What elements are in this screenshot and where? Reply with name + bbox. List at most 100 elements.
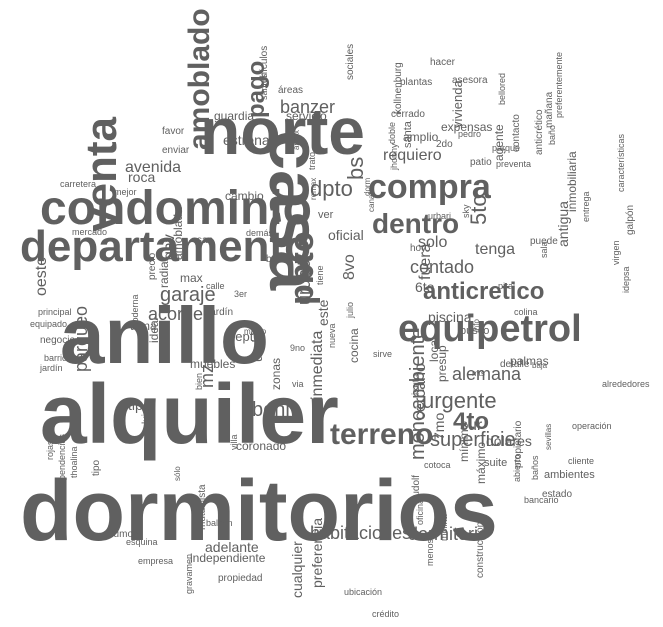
- cloud-word: busco: [460, 325, 490, 337]
- cloud-word: negocio: [40, 335, 76, 346]
- cloud-word: toma: [130, 319, 157, 333]
- cloud-word: sirve: [373, 349, 393, 359]
- cloud-word: hacer: [430, 57, 456, 68]
- cloud-word: norte: [200, 94, 365, 168]
- cloud-word: parque: [492, 143, 521, 153]
- cloud-word: alquiler: [40, 367, 339, 461]
- cloud-word: dependencias: [57, 433, 67, 490]
- cloud-word: menos: [425, 538, 435, 566]
- cloud-word: acorde: [148, 304, 204, 324]
- cloud-word: equipado: [30, 319, 68, 329]
- cloud-word: características: [616, 133, 626, 192]
- cloud-word: tiene: [315, 265, 325, 285]
- cloud-word: inmobiliaria: [565, 151, 579, 212]
- cloud-word: julio: [345, 301, 355, 318]
- cloud-word: virgen: [611, 240, 621, 265]
- cloud-word: rudolf: [411, 474, 422, 500]
- cloud-word: vivienda: [450, 80, 465, 128]
- cloud-word: trato: [307, 151, 317, 170]
- cloud-word: urubo: [294, 258, 314, 305]
- cloud-word: gravamen: [184, 553, 194, 594]
- cloud-word: mts: [472, 369, 485, 378]
- cloud-word: garaje: [160, 284, 216, 306]
- cloud-word: avenida: [125, 159, 182, 176]
- cloud-word: jardín: [40, 363, 63, 373]
- cloud-word: favor: [162, 126, 185, 137]
- cloud-word: kollnenburg: [393, 62, 404, 114]
- cloud-word: tenga: [475, 241, 516, 258]
- cloud-word: ubicación: [344, 587, 383, 597]
- cloud-word: dumont: [108, 529, 142, 540]
- cloud-word: cotoca: [424, 460, 451, 470]
- cloud-word: 9no: [290, 343, 306, 353]
- cloud-word: esquina: [126, 537, 158, 547]
- cloud-word: equipetrol: [398, 308, 582, 350]
- cloud-word: radial: [157, 258, 171, 288]
- cloud-word: bellored: [497, 72, 507, 105]
- cloud-word: urbari: [428, 211, 452, 221]
- cloud-word: cualquier: [289, 541, 305, 598]
- cloud-word: precio: [147, 252, 158, 280]
- cloud-word: tipo: [128, 397, 151, 413]
- cloud-word: urgente: [422, 388, 497, 413]
- cloud-word: 8vo: [341, 254, 358, 280]
- cloud-word: sevillas: [544, 423, 553, 450]
- cloud-word: baja: [532, 361, 548, 370]
- cloud-word: jhonny: [389, 143, 399, 170]
- cloud-word: cocina: [347, 328, 361, 363]
- cloud-word: via: [292, 379, 304, 389]
- cloud-word: preventa: [496, 159, 532, 169]
- cloud-word: bien: [194, 372, 204, 390]
- cloud-word: sociales: [345, 43, 356, 80]
- cloud-word: propiedad: [218, 573, 263, 584]
- cloud-word: banzer: [280, 97, 336, 117]
- cloud-word: servicio: [286, 109, 327, 123]
- cloud-word: san: [197, 235, 214, 246]
- cloud-word: cliente: [568, 456, 595, 466]
- cloud-word: calle: [206, 281, 225, 291]
- cloud-word: terreno: [330, 418, 434, 451]
- cloud-word: info: [472, 319, 481, 332]
- cloud-word: zonas: [269, 357, 283, 390]
- cloud-word: 6to: [415, 279, 435, 295]
- cloud-word: 3er: [234, 289, 248, 299]
- cloud-word: barrio: [44, 353, 68, 363]
- cloud-word: depto: [228, 329, 261, 344]
- cloud-word: muebles: [190, 357, 236, 371]
- cloud-word: compra: [368, 168, 491, 206]
- cloud-word: patio: [470, 157, 492, 168]
- cloud-word: anticretico: [423, 278, 545, 305]
- cloud-word: sky: [461, 204, 471, 219]
- cloud-word: piscina: [428, 309, 472, 325]
- cloud-word: requiero: [383, 147, 442, 164]
- cloud-word: oeste: [33, 256, 50, 296]
- cloud-word: agente: [492, 124, 506, 161]
- cloud-word: guardia: [214, 109, 255, 123]
- cloud-word: alemana: [452, 364, 522, 384]
- cloud-word: detalle: [500, 359, 530, 370]
- cloud-word: alrededores: [602, 379, 650, 389]
- cloud-word: dpto: [310, 176, 353, 201]
- cloud-word: estado: [542, 489, 573, 500]
- cloud-word: estrenar: [223, 132, 275, 148]
- cloud-word: 5to: [466, 194, 491, 225]
- cloud-word: suite: [484, 457, 508, 469]
- cloud-word: baños: [530, 455, 540, 480]
- cloud-word: bs: [343, 156, 368, 180]
- cloud-word: baño: [547, 124, 557, 145]
- cloud-word: contacto: [511, 114, 522, 152]
- cloud-word: departamento: [20, 222, 311, 271]
- cloud-word: local: [427, 337, 441, 362]
- cloud-word: habitaciones: [310, 523, 412, 543]
- cloud-word: crédito: [372, 609, 400, 619]
- cloud-word: palmas: [510, 354, 549, 368]
- cloud-word: entrega: [581, 191, 591, 222]
- cloud-word: puede: [530, 236, 558, 247]
- cloud-word: expensas: [441, 120, 493, 134]
- cloud-word: 2do: [436, 139, 453, 150]
- cloud-word: solo: [418, 234, 448, 251]
- cloud-word: cerrado: [391, 109, 425, 120]
- cloud-word: dorm: [363, 177, 372, 196]
- cloud-word: anticrético: [534, 109, 545, 155]
- cloud-word: 7mo: [431, 412, 447, 440]
